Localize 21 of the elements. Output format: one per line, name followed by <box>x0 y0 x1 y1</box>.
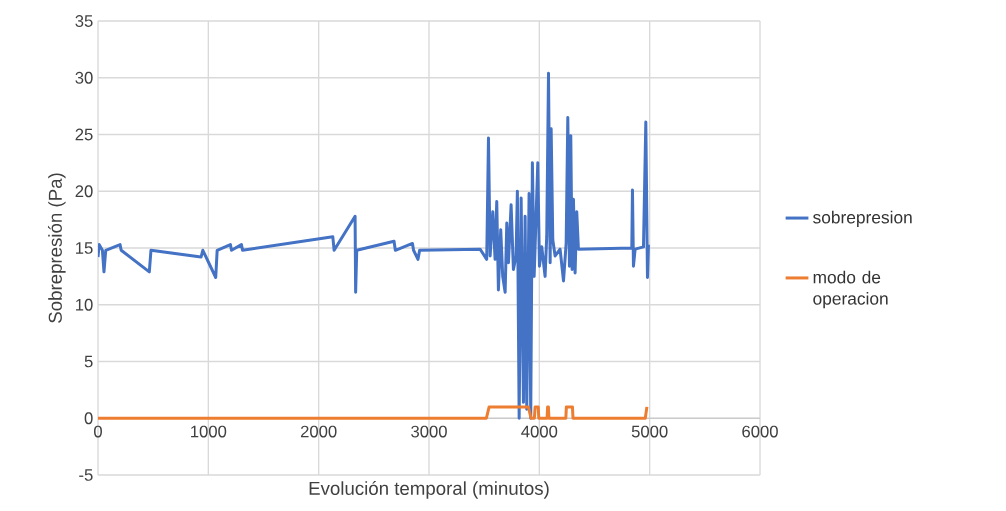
y-tick-label: 10 <box>76 298 93 311</box>
y-tick-label: 20 <box>75 185 93 198</box>
y-tick-label: 25 <box>75 128 93 141</box>
x-axis-title: Evolución temporal (minutos) <box>309 481 549 499</box>
y-tick-label: 35 <box>75 15 93 27</box>
x-tick-label: 2000 <box>300 425 337 438</box>
y-tick-label: 5 <box>84 355 93 368</box>
x-tick-label: 0 <box>94 425 102 438</box>
x-tick-label: 1000 <box>191 425 227 438</box>
y-tick-label: 15 <box>76 242 93 254</box>
x-tick-label: 4000 <box>521 425 558 438</box>
x-tick-label: 6000 <box>742 425 778 438</box>
y-axis-title: Sobrepresión (Pa) <box>47 173 66 323</box>
y-tick-label: -5 <box>79 469 93 481</box>
y-tick-label: 30 <box>75 71 93 84</box>
legend-label: sobrepresion <box>813 210 912 227</box>
y-tick-label: 0 <box>84 412 93 425</box>
x-tick-label: 3000 <box>411 425 447 438</box>
legend-label: modo de operacion <box>813 270 888 309</box>
line-series <box>98 71 650 420</box>
x-tick-label: 5000 <box>631 425 668 438</box>
